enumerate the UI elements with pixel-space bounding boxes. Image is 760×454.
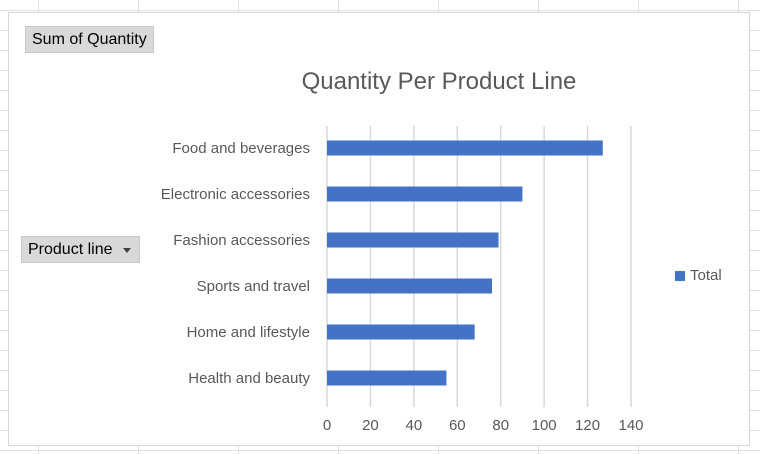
x-tick-label: 100 [532, 417, 557, 434]
category-label: Food and beverages [172, 140, 310, 157]
x-tick-label: 80 [492, 417, 509, 434]
legend-swatch [675, 270, 685, 281]
bar[interactable] [327, 140, 603, 156]
x-tick-label: 20 [362, 417, 379, 434]
category-label: Health and beauty [188, 370, 310, 387]
x-tick-label: 0 [323, 417, 331, 434]
bar[interactable] [327, 324, 475, 340]
chart-title: Quantity Per Product Line [301, 68, 577, 95]
x-tick-label: 120 [575, 417, 600, 434]
pivot-chart[interactable]: Sum of Quantity Product line Quantity Pe… [8, 12, 750, 446]
category-label: Electronic accessories [161, 186, 310, 203]
x-tick-label: 60 [449, 417, 466, 434]
sum-of-quantity-field-button[interactable]: Sum of Quantity [25, 26, 154, 53]
product-line-field-label: Product line [28, 241, 113, 258]
bar[interactable] [327, 232, 499, 248]
bar[interactable] [327, 278, 493, 294]
bar[interactable] [327, 186, 523, 202]
legend-label: Total [690, 267, 722, 284]
category-label: Sports and travel [197, 278, 310, 295]
bar[interactable] [327, 370, 447, 386]
x-tick-label: 140 [618, 417, 643, 434]
plot-area: 0 20 40 60 80 100 120 140 Food and beverages Elec… [161, 126, 644, 434]
legend[interactable]: Total [675, 267, 722, 284]
category-label: Home and lifestyle [187, 324, 310, 341]
x-tick-label: 40 [406, 417, 423, 434]
chevron-down-icon[interactable] [122, 248, 131, 253]
product-line-field-button[interactable]: Product line [21, 236, 140, 263]
category-label: Fashion accessories [173, 232, 310, 249]
